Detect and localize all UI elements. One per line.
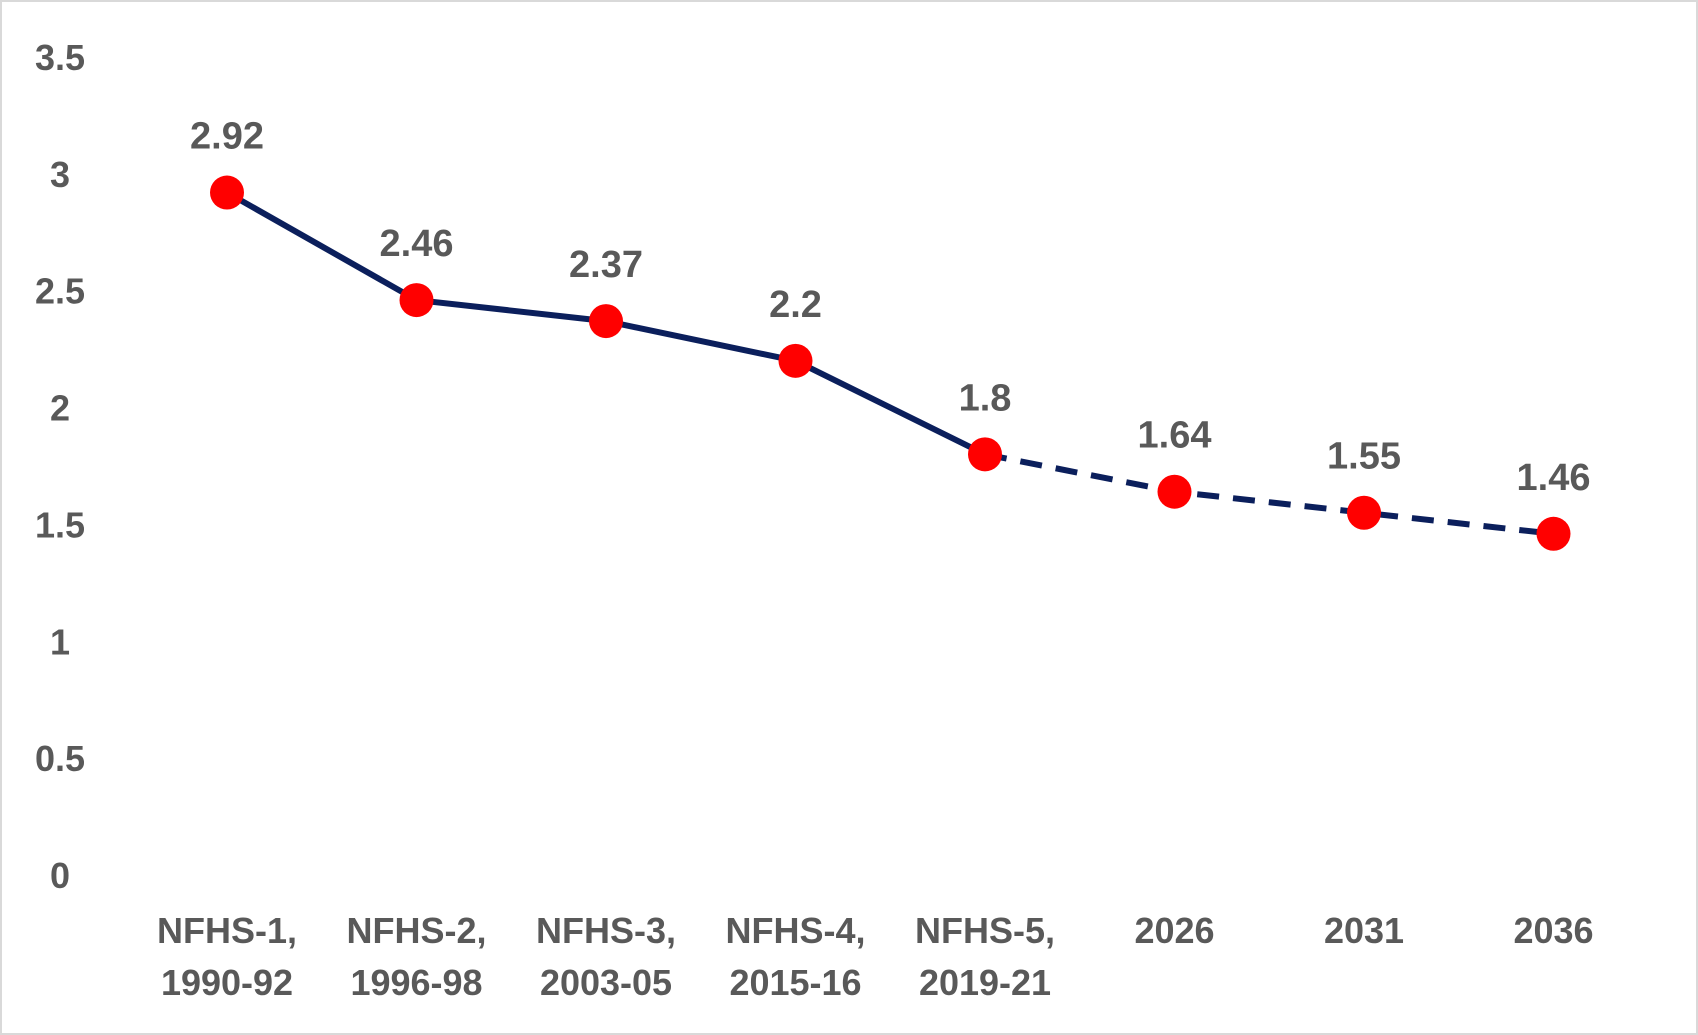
data-point [1157,474,1192,509]
y-tick-label: 2.5 [35,271,85,312]
data-point [210,175,244,210]
y-axis: 0 0.5 1 1.5 2 2.5 3 3.5 [35,37,85,896]
x-category-label: NFHS-3, 2003-05 [536,910,676,1003]
data-label: 1.55 [1327,436,1401,478]
series-line-projected [984,451,1554,537]
data-point [1347,495,1381,530]
data-labels: 2.92 2.46 2.37 2.2 1.8 1.64 1.55 1.46 [190,116,1590,499]
data-label: 2.46 [380,223,454,265]
data-label: 2.92 [190,116,264,158]
x-category-label: NFHS-2, 1996-98 [346,910,486,1003]
x-category-label: NFHS-5, 2019-21 [915,910,1055,1003]
y-tick-label: 2 [50,388,70,429]
y-tick-label: 1 [50,621,70,662]
series-markers [210,175,1571,551]
data-point [589,304,623,339]
x-category-label: 2026 [1134,910,1214,951]
data-point [1536,516,1571,551]
x-category-label: 2031 [1324,910,1404,951]
y-tick-label: 0 [50,855,70,896]
x-axis: NFHS-1, 1990-92 NFHS-2, 1996-98 NFHS-3, 2003-… [157,910,1594,1003]
data-label: 2.37 [569,244,643,286]
x-category-label: NFHS-4, 2015-16 [725,910,865,1003]
y-tick-label: 1.5 [35,504,85,545]
data-label: 1.8 [959,377,1012,419]
data-label: 2.2 [769,284,822,326]
x-category-label: NFHS-1, 1990-92 [157,910,297,1003]
data-label: 1.46 [1517,457,1591,499]
data-point [399,283,434,318]
x-category-label: 2036 [1513,910,1593,951]
data-label: 1.64 [1138,415,1212,457]
y-tick-label: 3.5 [35,37,85,78]
y-tick-label: 3 [50,154,70,195]
data-point [968,437,1002,472]
y-tick-label: 0.5 [35,738,85,779]
data-point [778,343,813,378]
